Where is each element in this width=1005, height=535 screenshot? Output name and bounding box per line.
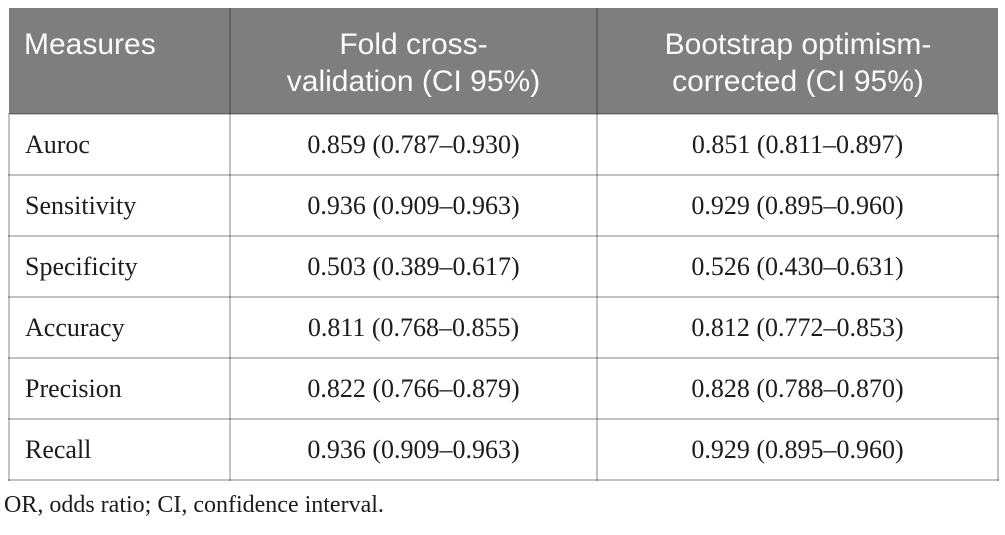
- fold-value: 0.822 (0.766–0.879): [229, 357, 598, 420]
- table-footnote: OR, odds ratio; CI, confidence interval.: [4, 492, 384, 518]
- column-header-bootstrap-optimism-corrected: Bootstrap optimism- corrected (CI 95%): [596, 8, 998, 115]
- table-row: Auroc 0.859 (0.787–0.930) 0.851 (0.811–0…: [8, 113, 999, 176]
- column-header-fold-cross-validation: Fold cross- validation (CI 95%): [229, 8, 598, 115]
- fold-value: 0.503 (0.389–0.617): [229, 235, 598, 298]
- fold-value: 0.936 (0.909–0.963): [229, 174, 598, 237]
- table-row: Precision 0.822 (0.766–0.879) 0.828 (0.7…: [8, 357, 999, 420]
- measure-label: Recall: [8, 418, 231, 481]
- metrics-table: Measures Fold cross- validation (CI 95%)…: [8, 8, 999, 481]
- table-row: Specificity 0.503 (0.389–0.617) 0.526 (0…: [8, 235, 999, 298]
- column-header-measures: Measures: [9, 8, 231, 115]
- table-row: Recall 0.936 (0.909–0.963) 0.929 (0.895–…: [8, 418, 999, 481]
- bootstrap-value: 0.526 (0.430–0.631): [596, 235, 999, 298]
- fold-value: 0.936 (0.909–0.963): [229, 418, 598, 481]
- measure-label: Specificity: [8, 235, 231, 298]
- measure-label: Accuracy: [8, 296, 231, 359]
- table-body: Auroc 0.859 (0.787–0.930) 0.851 (0.811–0…: [8, 113, 999, 481]
- bootstrap-value: 0.929 (0.895–0.960): [596, 418, 999, 481]
- bootstrap-value: 0.812 (0.772–0.853): [596, 296, 999, 359]
- fold-value: 0.811 (0.768–0.855): [229, 296, 598, 359]
- measure-label: Auroc: [8, 113, 231, 176]
- header-row: Measures Fold cross- validation (CI 95%)…: [9, 8, 998, 115]
- measure-label: Precision: [8, 357, 231, 420]
- table-row: Accuracy 0.811 (0.768–0.855) 0.812 (0.77…: [8, 296, 999, 359]
- bootstrap-value: 0.828 (0.788–0.870): [596, 357, 999, 420]
- table-row: Sensitivity 0.936 (0.909–0.963) 0.929 (0…: [8, 174, 999, 237]
- fold-value: 0.859 (0.787–0.930): [229, 113, 598, 176]
- measure-label: Sensitivity: [8, 174, 231, 237]
- bootstrap-value: 0.929 (0.895–0.960): [596, 174, 999, 237]
- table-header: Measures Fold cross- validation (CI 95%)…: [9, 8, 998, 115]
- bootstrap-value: 0.851 (0.811–0.897): [596, 113, 999, 176]
